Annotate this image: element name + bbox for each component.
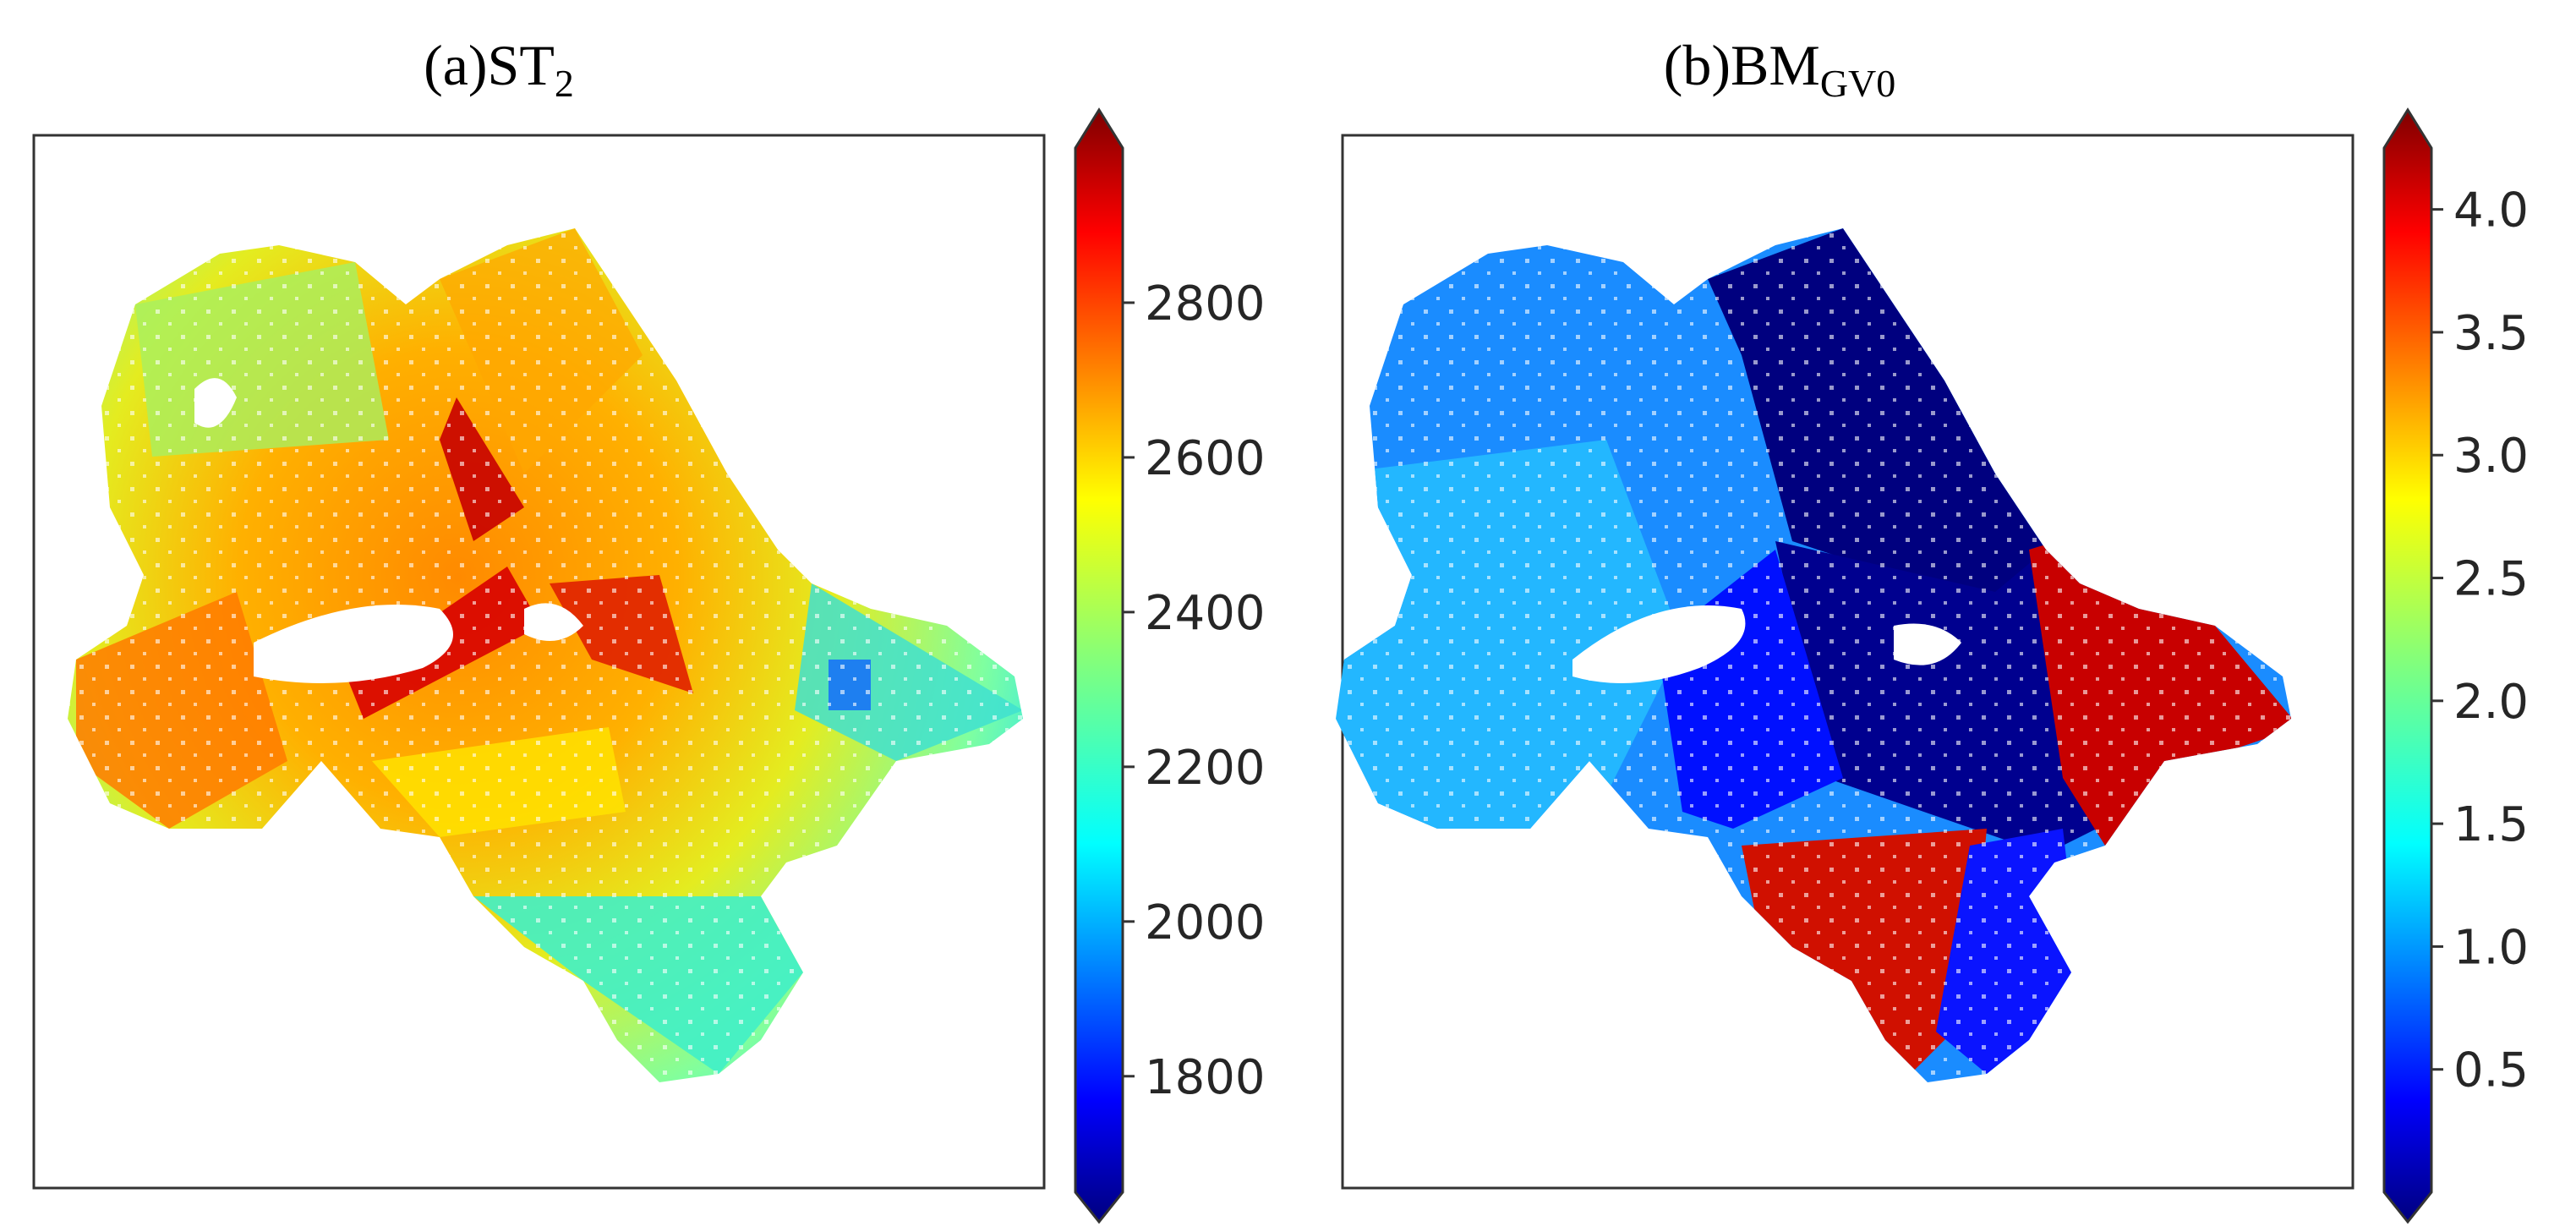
colorbar-tick-label: 3.0 (2453, 429, 2529, 484)
svg-text:(a)ST2: (a)ST2 (424, 33, 574, 105)
colorbar-tick-label: 2600 (1145, 431, 1266, 486)
colorbar-tick-label: 0.5 (2453, 1043, 2529, 1098)
panel-a-colorbar-ticks: 1800 2000 2200 2400 2600 2800 (1123, 277, 1266, 1105)
colorbar-tick-label: 2800 (1145, 277, 1266, 331)
colorbar-tick-label: 4.0 (2453, 183, 2529, 238)
colorbar-tick-label: 1.0 (2453, 920, 2529, 975)
panel-b-title: (b)BM (1664, 33, 1820, 97)
panel-b-colorbar-ticks: 0.5 1.0 1.5 2.0 2.5 3.0 3.5 4.0 (2431, 183, 2529, 1098)
colorbar-tick-label: 2.5 (2453, 552, 2529, 607)
colorbar-tick-label: 2200 (1145, 741, 1266, 796)
colorbar-tick-label: 1.5 (2453, 797, 2529, 852)
panel-b-colorbar: 0.5 1.0 1.5 2.0 2.5 3.0 3.5 4.0 (2382, 107, 2529, 1224)
colorbar-tick-label: 3.5 (2453, 306, 2529, 361)
panel-a-title: (a)ST (424, 33, 555, 97)
colorbar-tick-label: 1800 (1145, 1050, 1266, 1105)
panel-a-title-sub: 2 (555, 62, 574, 105)
colorbar-tick-label: 2400 (1145, 586, 1266, 641)
svg-text:(b)BMGV0: (b)BMGV0 (1664, 33, 1896, 105)
panel-a-colorbar: 1800 2000 2200 2400 2600 2800 (1074, 107, 1266, 1224)
panel-b-title-sub: GV0 (1820, 62, 1895, 105)
colorbar-tick-label: 2000 (1145, 895, 1266, 950)
colorbar-tick-label: 2.0 (2453, 675, 2529, 730)
